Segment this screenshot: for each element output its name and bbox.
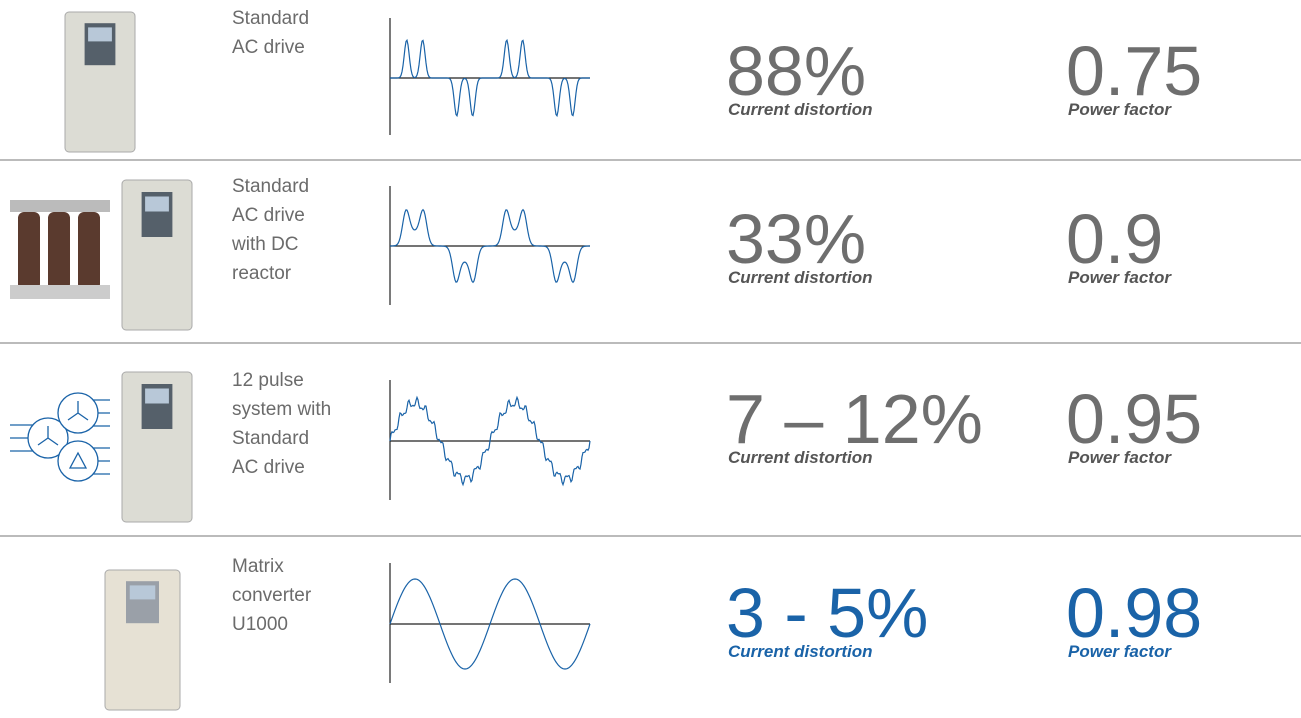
row-label: Matrix	[232, 556, 284, 577]
power-factor-caption: Power factor	[1068, 268, 1172, 287]
row-label: AC drive	[232, 205, 305, 226]
row-label: system with	[232, 399, 331, 420]
row: Matrix converter U1000 3 - 5%Current distor…	[105, 556, 1202, 710]
row-label: Standard	[232, 428, 309, 449]
row-label: converter	[232, 585, 312, 606]
distortion-value: 33%	[726, 200, 866, 278]
power-factor-value: 0.95	[1066, 380, 1202, 458]
transformer-symbol	[10, 393, 110, 481]
drive-screen	[88, 27, 112, 41]
drive-screen	[145, 389, 169, 404]
drive-screen	[145, 197, 169, 212]
power-factor-value: 0.9	[1066, 200, 1163, 278]
power-factor-value: 0.98	[1066, 574, 1202, 652]
distortion-value: 88%	[726, 32, 866, 110]
row: 12 pulse system with Standard AC drive 7 – 1…	[122, 370, 1202, 522]
row-label: 12 pulse	[232, 370, 304, 391]
row: Standard AC drive 88%Current distortion 0.7…	[65, 8, 1202, 152]
row-label: Standard	[232, 8, 309, 29]
distortion-value: 3 - 5%	[726, 574, 928, 652]
row-label: with DC	[231, 234, 299, 255]
row-label: Standard	[232, 176, 309, 197]
row-label: reactor	[232, 263, 292, 284]
row-label: AC drive	[232, 457, 305, 478]
dc-reactor-image	[10, 200, 110, 299]
drive-screen	[130, 585, 156, 599]
row: Standard AC drive with DC reactor 33%Current…	[122, 176, 1172, 330]
comparison-page: StandardAC drive88%Current distortion0.7…	[0, 0, 1301, 718]
row-label: U1000	[232, 614, 288, 635]
distortion-caption: Current distortion	[728, 642, 873, 661]
row-label: AC drive	[232, 37, 305, 58]
distortion-caption: Current distortion	[728, 448, 873, 467]
power-factor-value: 0.75	[1066, 32, 1202, 110]
power-factor-caption: Power factor	[1068, 642, 1172, 661]
power-factor-caption: Power factor	[1068, 448, 1172, 467]
power-factor-caption: Power factor	[1068, 100, 1172, 119]
distortion-value: 7 – 12%	[726, 380, 983, 458]
distortion-caption: Current distortion	[728, 100, 873, 119]
distortion-caption: Current distortion	[728, 268, 873, 287]
